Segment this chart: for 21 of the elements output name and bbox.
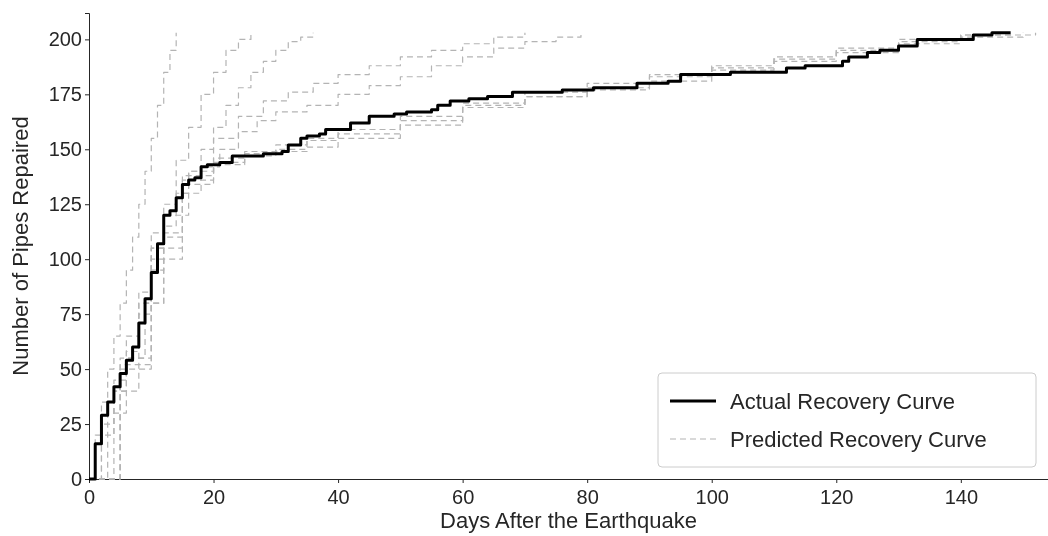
x-tick-label: 140 (944, 486, 979, 508)
y-axis-title: Number of Pipes Repaired (8, 116, 33, 376)
x-tick-label: 80 (576, 486, 599, 508)
x-tick-label: 0 (83, 486, 96, 508)
x-tick-label: 100 (695, 486, 729, 508)
y-tick-label: 125 (48, 193, 82, 216)
legend-label: Predicted Recovery Curve (730, 426, 987, 452)
y-tick-label: 200 (48, 28, 82, 51)
y-tick-label: 0 (70, 467, 82, 490)
x-tick-label: 20 (202, 486, 226, 508)
x-axis-title: Days After the Earthquake (440, 508, 697, 533)
x-tick-label: 40 (327, 486, 350, 508)
y-tick-label: 25 (59, 412, 82, 435)
y-tick-label: 50 (59, 357, 82, 380)
y-tick-label: 175 (48, 83, 82, 106)
legend-label: Actual Recovery Curve (730, 388, 955, 414)
y-tick-label: 100 (48, 248, 82, 271)
x-tick-label: 120 (820, 486, 854, 508)
y-tick-label: 150 (48, 138, 82, 161)
x-tick-label: 60 (452, 486, 475, 508)
y-tick-label: 75 (59, 303, 82, 326)
